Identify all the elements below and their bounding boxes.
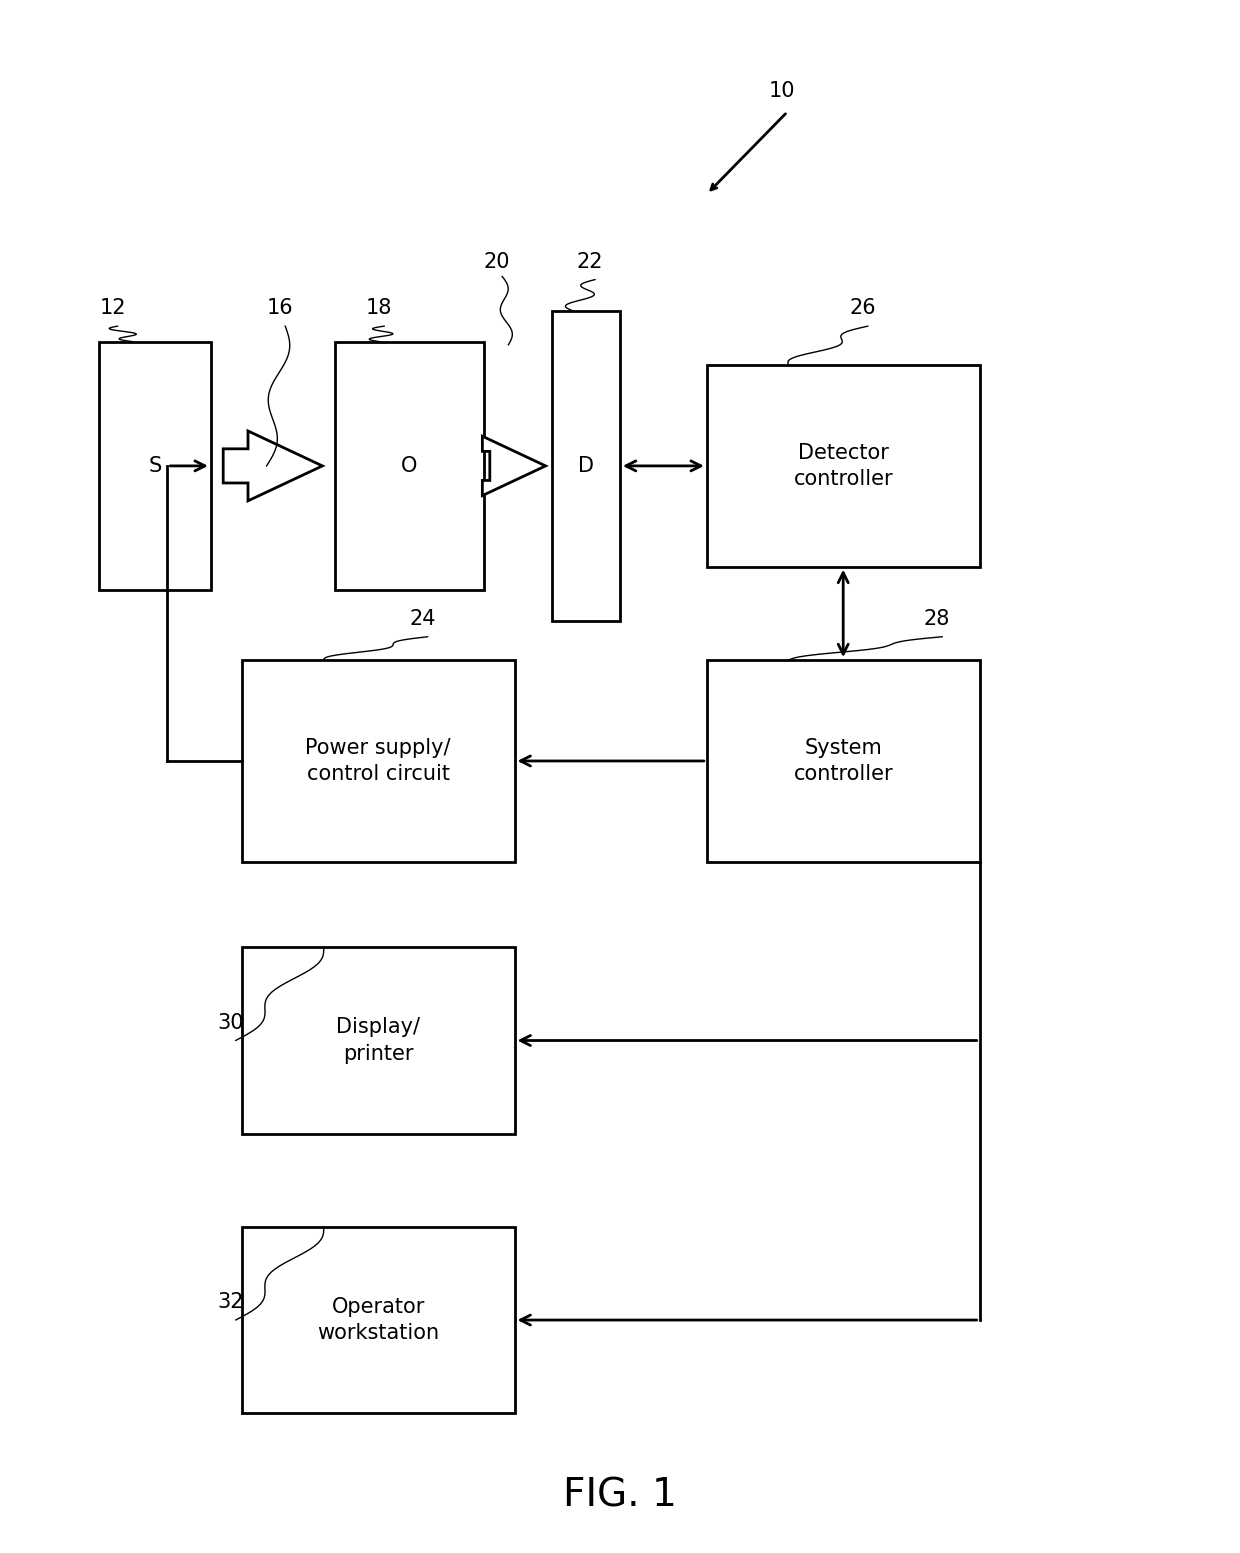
FancyBboxPatch shape: [707, 365, 980, 567]
Text: Operator
workstation: Operator workstation: [317, 1297, 439, 1343]
Text: S: S: [149, 457, 161, 475]
Text: Detector
controller: Detector controller: [794, 443, 893, 489]
Text: 12: 12: [99, 298, 125, 318]
Polygon shape: [482, 436, 546, 495]
Polygon shape: [223, 432, 322, 500]
Text: 28: 28: [924, 609, 950, 629]
Text: Display/
printer: Display/ printer: [336, 1017, 420, 1064]
FancyBboxPatch shape: [99, 342, 211, 590]
FancyBboxPatch shape: [242, 1227, 515, 1413]
FancyBboxPatch shape: [707, 660, 980, 862]
Text: FIG. 1: FIG. 1: [563, 1477, 677, 1514]
Text: O: O: [401, 457, 418, 475]
FancyBboxPatch shape: [242, 660, 515, 862]
Text: 10: 10: [769, 81, 795, 101]
Text: D: D: [578, 457, 594, 475]
Text: System
controller: System controller: [794, 738, 893, 784]
Text: 20: 20: [484, 252, 510, 272]
Text: 18: 18: [366, 298, 392, 318]
Text: 16: 16: [267, 298, 293, 318]
Text: 24: 24: [409, 609, 435, 629]
Text: Power supply/
control circuit: Power supply/ control circuit: [305, 738, 451, 784]
Text: 26: 26: [849, 298, 875, 318]
FancyBboxPatch shape: [242, 947, 515, 1134]
Text: 30: 30: [217, 1013, 243, 1033]
Text: 22: 22: [577, 252, 603, 272]
FancyBboxPatch shape: [335, 342, 484, 590]
FancyBboxPatch shape: [552, 311, 620, 621]
Text: 32: 32: [217, 1292, 243, 1312]
